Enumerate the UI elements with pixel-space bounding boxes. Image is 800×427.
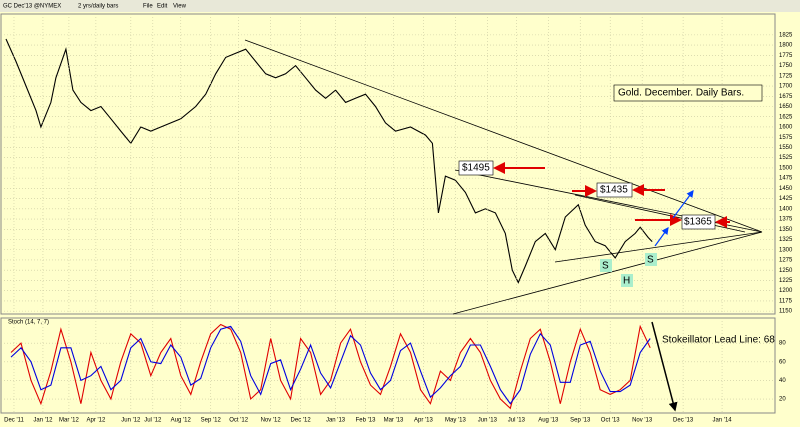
x-tick-label: Jan '14 xyxy=(712,418,732,424)
y-tick-label: 1225 xyxy=(779,278,793,284)
x-tick-label: Jun '13 xyxy=(478,418,498,424)
trend-line xyxy=(244,39,763,233)
x-tick-label: May '13 xyxy=(445,418,466,424)
y-tick-label: 1475 xyxy=(779,176,793,182)
x-tick-label: Sep '13 xyxy=(570,418,591,424)
price-label: $1435 xyxy=(600,185,628,196)
overlays: Gold. December. Daily Bars. $1495 $1435 … xyxy=(8,39,775,412)
y-tick-label: 1425 xyxy=(779,196,793,202)
series-line xyxy=(10,325,651,405)
y-tick-label: 80 xyxy=(779,341,786,347)
arrow xyxy=(672,190,694,219)
price-panel xyxy=(0,13,776,315)
menu-item[interactable]: View xyxy=(173,4,187,10)
y-tick-label: 1400 xyxy=(779,206,793,212)
period[interactable]: 2 yrs/daily bars xyxy=(78,4,118,10)
toolbar xyxy=(0,0,800,12)
x-tick-label: Nov '13 xyxy=(632,418,653,424)
y-tick-label: 60 xyxy=(779,359,786,365)
menu-item[interactable]: File xyxy=(143,4,153,10)
y-tick-label: 1625 xyxy=(779,114,793,120)
note: Stokeillator Lead Line: 68 xyxy=(662,335,775,346)
y-tick-label: 1800 xyxy=(779,43,793,49)
x-tick-label: Oct '12 xyxy=(229,418,248,424)
pattern-box xyxy=(645,253,657,266)
pattern-label: S xyxy=(647,255,654,266)
y-tick-label: 1275 xyxy=(779,258,793,264)
arrow xyxy=(651,321,678,412)
y-tick-label: 1150 xyxy=(779,309,793,315)
y-tick-label: 1450 xyxy=(779,186,793,192)
y-tick-label: 1300 xyxy=(779,247,793,253)
note: Gold. December. Daily Bars. xyxy=(618,88,744,99)
x-tick-label: Jul '12 xyxy=(144,418,162,424)
y-tick-label: 1550 xyxy=(779,145,793,151)
note-box xyxy=(613,84,763,102)
stoch-panel xyxy=(0,317,776,414)
x-tick-label: Jan '13 xyxy=(326,418,346,424)
x-tick-label: Jan '12 xyxy=(33,418,53,424)
y-tick-label: 1375 xyxy=(779,217,793,223)
y-tick-label: 1575 xyxy=(779,135,793,141)
x-tick-label: Oct '13 xyxy=(601,418,620,424)
y-tick-label: 1750 xyxy=(779,63,793,69)
x-tick-label: Apr '12 xyxy=(86,418,105,424)
x-tick-label: Sep '12 xyxy=(201,418,222,424)
price-label: $1365 xyxy=(684,217,712,228)
x-tick-label: Nov '12 xyxy=(261,418,282,424)
pattern-label: H xyxy=(623,276,630,287)
x-tick-label: Mar '13 xyxy=(384,418,404,424)
y-tick-label: 20 xyxy=(779,397,786,403)
x-tick-label: Aug '12 xyxy=(171,418,192,424)
price-label: $1495 xyxy=(462,163,490,174)
indicator-title: Stoch (14, 7, 7) xyxy=(8,320,49,326)
pattern-box xyxy=(621,274,633,287)
x-tick-label: Apr '13 xyxy=(414,418,433,424)
y-tick-label: 1175 xyxy=(779,298,793,304)
series-line xyxy=(5,38,653,284)
x-tick-label: Mar '12 xyxy=(59,418,79,424)
series-line xyxy=(10,323,651,410)
trend-line xyxy=(554,231,763,263)
y-tick-label: 1250 xyxy=(779,268,793,274)
symbol[interactable]: GC Dec'13 @NYMEX xyxy=(3,4,61,10)
x-tick-label: Jul '13 xyxy=(508,418,526,424)
x-tick-label: Dec '12 xyxy=(291,418,312,424)
x-tick-label: Feb '13 xyxy=(356,418,376,424)
y-tick-label: 1825 xyxy=(779,32,793,38)
y-tick-label: 40 xyxy=(779,378,786,384)
y-tick-label: 1200 xyxy=(779,288,793,294)
pattern-box xyxy=(600,259,612,272)
x-tick-label: Aug '13 xyxy=(538,418,559,424)
y-tick-label: 1525 xyxy=(779,155,793,161)
y-tick-label: 1350 xyxy=(779,227,793,233)
y-tick-label: 1600 xyxy=(779,125,793,131)
y-tick-label: 1650 xyxy=(779,104,793,110)
y-tick-label: 1500 xyxy=(779,165,793,171)
y-tick-label: 1325 xyxy=(779,237,793,243)
trend-line xyxy=(452,231,763,315)
y-tick-label: 1675 xyxy=(779,94,793,100)
x-tick-label: Dec '11 xyxy=(4,418,24,424)
y-tick-label: 1775 xyxy=(779,53,793,59)
y-tick-label: 1700 xyxy=(779,84,793,90)
x-tick-label: Dec '13 xyxy=(673,418,694,424)
arrow xyxy=(654,227,669,247)
x-tick-label: Jun '12 xyxy=(121,418,141,424)
pattern-label: S xyxy=(602,261,609,272)
y-tick-label: 1725 xyxy=(779,73,793,79)
menu-item[interactable]: Edit xyxy=(157,4,168,10)
